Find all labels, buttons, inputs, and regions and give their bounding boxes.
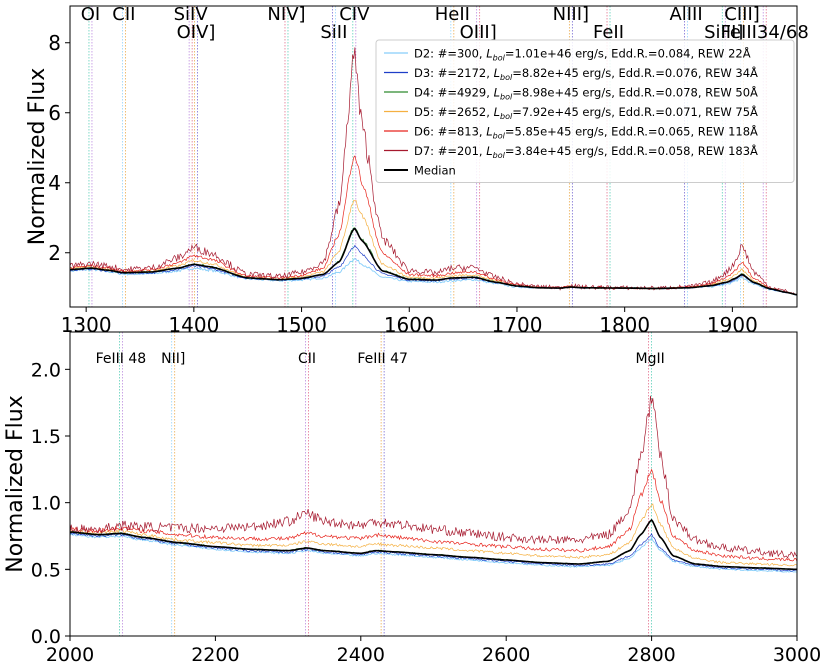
legend-rest: =8.98e+45 erg/s, Edd.R.=0.078, REW 50Å <box>512 85 758 100</box>
series-line-d5 <box>70 503 797 567</box>
legend-entry: D3: #=2172, Lbol=8.82e+45 erg/s, Edd.R.=… <box>414 65 758 82</box>
legend-prefix: D6: #=813, <box>414 125 486 139</box>
legend-lbol-sub: bol <box>493 132 506 141</box>
legend-lbol: L <box>486 125 492 139</box>
legend-rest: =3.84e+45 erg/s, Edd.R.=0.058, REW 183Å <box>505 143 758 158</box>
legend-rest: =8.82e+45 erg/s, Edd.R.=0.076, REW 34Å <box>512 65 758 80</box>
x-tick-label: 1300 <box>61 313 112 337</box>
legend-box <box>375 39 795 183</box>
legend-lbol-sub: bol <box>493 54 506 63</box>
x-tick-label: 2000 <box>46 644 94 666</box>
legend-rest: =5.85e+45 erg/s, Edd.R.=0.065, REW 118Å <box>505 124 758 139</box>
emission-line-label: HeII <box>435 4 470 25</box>
series-line-d4 <box>70 227 797 295</box>
legend-prefix: D5: #=2652, <box>414 105 494 119</box>
emission-line-label: MgII <box>636 351 665 367</box>
emission-line-label: NIII] <box>553 4 589 25</box>
legend-entry: D5: #=2652, Lbol=7.92e+45 erg/s, Edd.R.=… <box>414 104 758 121</box>
series-line-d3 <box>70 531 797 572</box>
series-line-d7 <box>70 47 797 296</box>
series-line-d6 <box>70 468 797 562</box>
legend-lbol-sub: bol <box>500 93 513 102</box>
x-tick-label: 1500 <box>276 313 327 337</box>
y-tick-label: 0.0 <box>31 626 61 648</box>
series-line-d2 <box>70 533 797 573</box>
emission-line-label: SiIII] <box>704 22 743 43</box>
x-tick-label: 1900 <box>707 313 758 337</box>
legend-prefix: D7: #=201, <box>414 144 486 158</box>
y-tick-label: 0.5 <box>31 559 61 581</box>
x-tick-label: 1400 <box>168 313 219 337</box>
emission-line-label: SiIV <box>174 4 209 25</box>
y-tick-label: 8 <box>48 31 61 55</box>
legend-lbol-sub: bol <box>500 112 513 121</box>
legend-rest: =7.92e+45 erg/s, Edd.R.=0.071, REW 75Å <box>512 104 758 119</box>
legend-lbol: L <box>486 144 492 158</box>
emission-line-label: NIV] <box>267 4 305 25</box>
emission-line-label: NII] <box>161 351 185 367</box>
emission-line-label: FeIII34/68 <box>721 22 809 43</box>
x-tick-label: 2400 <box>337 644 385 666</box>
y-axis-label: Normalized Flux <box>3 395 28 572</box>
emission-line-label: AlIII <box>669 4 702 25</box>
y-axis-label: Normalized Flux <box>25 68 50 245</box>
legend-prefix: D3: #=2172, <box>414 66 494 80</box>
legend-prefix: Median <box>414 164 456 178</box>
x-tick-label: 2600 <box>482 644 530 666</box>
emission-line-label: CIV <box>339 4 370 25</box>
legend-entry: D2: #=300, Lbol=1.01e+46 erg/s, Edd.R.=0… <box>414 46 751 63</box>
emission-line-label: FeII <box>593 22 624 43</box>
bottom-spectrum-panel: 2000 2200 2400 2600 2800 30000.00.51.01.52.0N… <box>3 331 821 666</box>
plot-frame <box>69 331 798 637</box>
x-tick-label: 2800 <box>627 644 675 666</box>
series-line-d7 <box>70 395 797 559</box>
legend-lbol: L <box>494 105 500 119</box>
emission-line-label: FeIII 47 <box>357 351 408 367</box>
y-tick-label: 1.0 <box>31 493 61 515</box>
legend-lbol-sub: bol <box>500 73 513 82</box>
legend: D2: #=300, Lbol=1.01e+46 erg/s, Edd.R.=0… <box>375 39 795 183</box>
emission-line-label: CIII] <box>724 4 760 25</box>
legend-entry: D4: #=4929, Lbol=8.98e+45 erg/s, Edd.R.=… <box>414 85 758 102</box>
x-tick-label: 1600 <box>384 313 435 337</box>
emission-line-label: SiII <box>320 22 347 43</box>
series-line-median <box>70 227 797 296</box>
series-line-median <box>70 518 797 571</box>
emission-line-label: FeIII 48 <box>96 351 147 367</box>
x-tick-label: 1700 <box>492 313 543 337</box>
y-tick-label: 6 <box>48 101 61 125</box>
legend-entry: D6: #=813, Lbol=5.85e+45 erg/s, Edd.R.=0… <box>414 124 758 141</box>
emission-line-label: OIII] <box>460 22 497 43</box>
legend-entry: D7: #=201, Lbol=3.84e+45 erg/s, Edd.R.=0… <box>414 143 758 160</box>
emission-line-label: OIV] <box>177 22 216 43</box>
y-tick-label: 2 <box>48 241 61 265</box>
legend-rest: =1.01e+46 erg/s, Edd.R.=0.084, REW 22Å <box>505 46 751 61</box>
x-tick-label: 3000 <box>773 644 821 666</box>
legend-prefix: D4: #=4929, <box>414 86 494 100</box>
legend-lbol: L <box>486 47 492 61</box>
emission-line-label: OI <box>81 4 100 25</box>
legend-entry: Median <box>414 164 456 178</box>
legend-lbol: L <box>494 86 500 100</box>
y-tick-label: 1.5 <box>31 426 61 448</box>
emission-line-label: CII <box>298 351 316 367</box>
legend-lbol: L <box>494 66 500 80</box>
x-tick-label: 2200 <box>191 644 239 666</box>
x-tick-label: 1800 <box>599 313 650 337</box>
y-tick-label: 4 <box>48 171 61 195</box>
legend-prefix: D2: #=300, <box>414 47 486 61</box>
legend-lbol-sub: bol <box>493 151 506 160</box>
emission-line-label: CII <box>112 4 135 25</box>
y-tick-label: 2.0 <box>31 359 61 381</box>
plot-frame <box>69 5 798 308</box>
